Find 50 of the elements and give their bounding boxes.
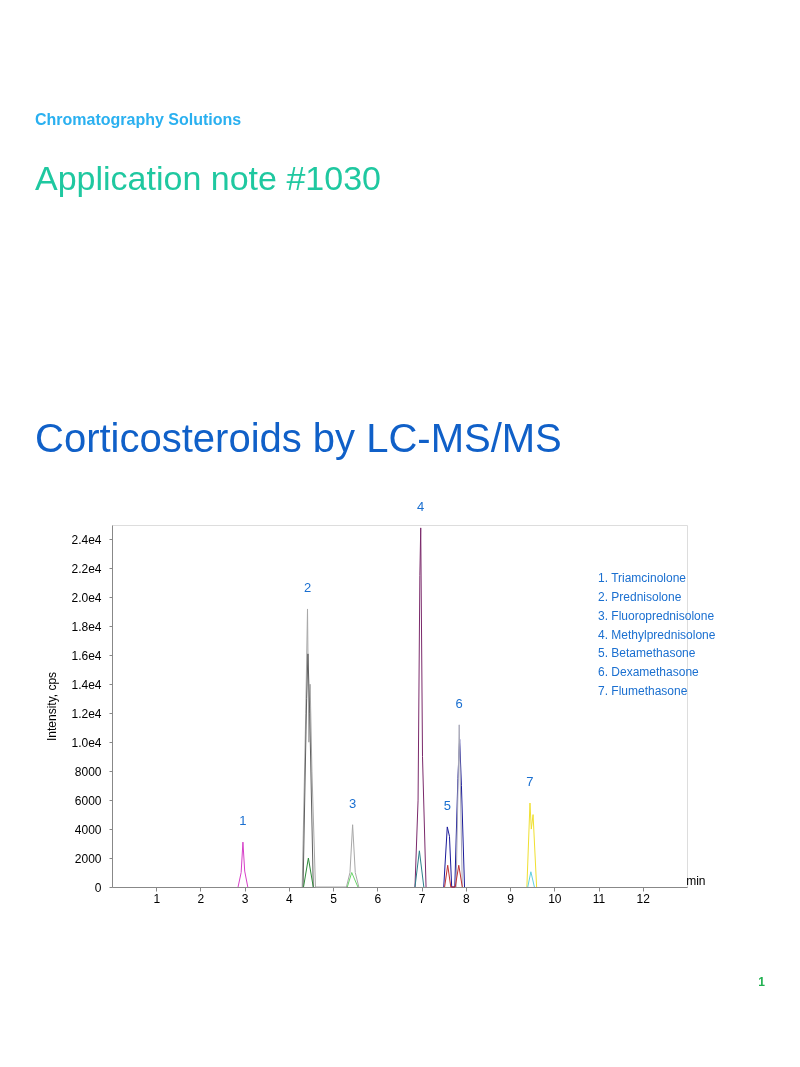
- line-series: [414, 527, 427, 888]
- annotation: 1. Triamcinolone: [598, 571, 687, 585]
- annotation: 7: [526, 774, 534, 790]
- y-tick-label: 1.0e4: [71, 735, 102, 750]
- annotation: 3: [349, 795, 357, 811]
- y-tick-label: 2.0e4: [71, 590, 102, 605]
- x-tick-label: 1: [153, 891, 161, 906]
- x-tick-label: 6: [374, 891, 382, 906]
- line-series: [301, 608, 360, 888]
- x-tick-label: 2: [197, 891, 205, 906]
- y-tick-label: 2000: [74, 851, 102, 866]
- text: Chromatography Solutions: [35, 111, 242, 128]
- y-tick-label: 1.6e4: [71, 648, 102, 663]
- annotation: 1: [239, 813, 247, 829]
- x-tick-label: 9: [507, 891, 515, 906]
- annotation: 7. Flumethasone: [598, 684, 688, 698]
- y-tick-label: 1.4e4: [71, 677, 102, 692]
- y-tick-label: 6000: [74, 793, 102, 808]
- y-tick-label: 8000: [74, 764, 102, 779]
- y-tick-label: 2.4e4: [71, 532, 102, 547]
- x-tick-label: 8: [463, 891, 470, 906]
- y-tick-label: 1.8e4: [71, 619, 102, 634]
- line-series: [302, 653, 314, 888]
- line-series: [237, 841, 249, 888]
- x-tick-label: 11: [592, 891, 606, 906]
- annotation: 6: [455, 695, 463, 711]
- y-tick-label: 1.2e4: [71, 706, 102, 721]
- x-tick-label: 12: [636, 891, 651, 906]
- x-tick-label: 5: [330, 891, 338, 906]
- x-axis-title: min: [686, 873, 706, 888]
- text: 1: [758, 975, 766, 989]
- annotation: 2: [303, 579, 312, 595]
- y-tick-label: 2.2e4: [71, 561, 102, 576]
- annotation: 2. Prednisolone: [598, 589, 682, 604]
- x-tick-label: 4: [286, 891, 294, 906]
- chart-title: Corticosteroids by LC-MS/MS: [35, 416, 562, 460]
- annotation: 6. Dexamethasone: [598, 665, 700, 680]
- y-tick-label: 0: [94, 880, 102, 895]
- x-tick-label: 3: [241, 891, 249, 906]
- annotation: 5. Betamethasone: [598, 646, 696, 661]
- annotation: 4. Methylprednisolone: [598, 627, 716, 642]
- line-series: [526, 802, 538, 888]
- y-axis-title: Intensity, cps: [45, 671, 60, 742]
- x-tick-label: 10: [548, 891, 562, 906]
- chart-subtitle: Application note #1030: [35, 159, 381, 197]
- annotation: 4: [417, 498, 425, 514]
- x-tick-label: 7: [418, 891, 426, 906]
- y-tick-label: 4000: [74, 822, 102, 837]
- annotation: 5: [443, 797, 451, 813]
- annotation: 3. Fluoroprednisolone: [598, 608, 715, 623]
